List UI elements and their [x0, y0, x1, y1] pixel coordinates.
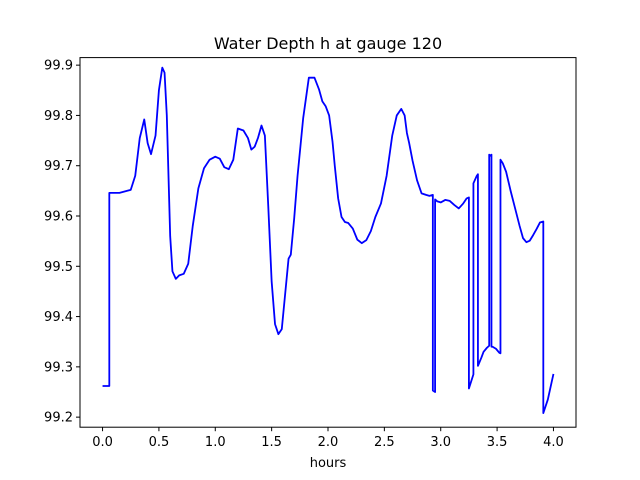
x-tick-label: 1.5: [261, 435, 282, 450]
x-axis-label: hours: [310, 456, 347, 471]
y-tick-label: 99.8: [44, 109, 73, 124]
series-line: [102, 66, 555, 415]
x-tick-label: 3.0: [430, 435, 451, 450]
x-tick-label: 0.0: [92, 435, 113, 450]
x-tick-label: 1.0: [205, 435, 226, 450]
y-tick-label: 99.3: [44, 360, 73, 375]
x-tick-label: 0.5: [149, 435, 170, 450]
x-axis: 0.0 0.5 1.0 1.5 2.0 2.5 3.0 3.5 4.0: [92, 427, 564, 450]
x-tick-label: 2.5: [374, 435, 395, 450]
y-tick-label: 99.4: [44, 310, 73, 325]
chart-title: Water Depth h at gauge 120: [214, 34, 442, 53]
y-tick-label: 99.6: [44, 210, 73, 225]
x-tick-label: 4.0: [543, 435, 564, 450]
y-tick-label: 99.5: [44, 260, 73, 275]
y-tick-label: 99.2: [44, 411, 73, 426]
y-tick-label: 99.7: [44, 159, 73, 174]
x-tick-label: 3.5: [487, 435, 508, 450]
x-tick-label: 2.0: [318, 435, 339, 450]
plot-area: [79, 57, 577, 428]
y-axis: 99.2 99.3 99.4 99.5 99.6 99.7 99.8 99.9: [44, 59, 80, 426]
y-tick-label: 99.9: [44, 59, 73, 74]
